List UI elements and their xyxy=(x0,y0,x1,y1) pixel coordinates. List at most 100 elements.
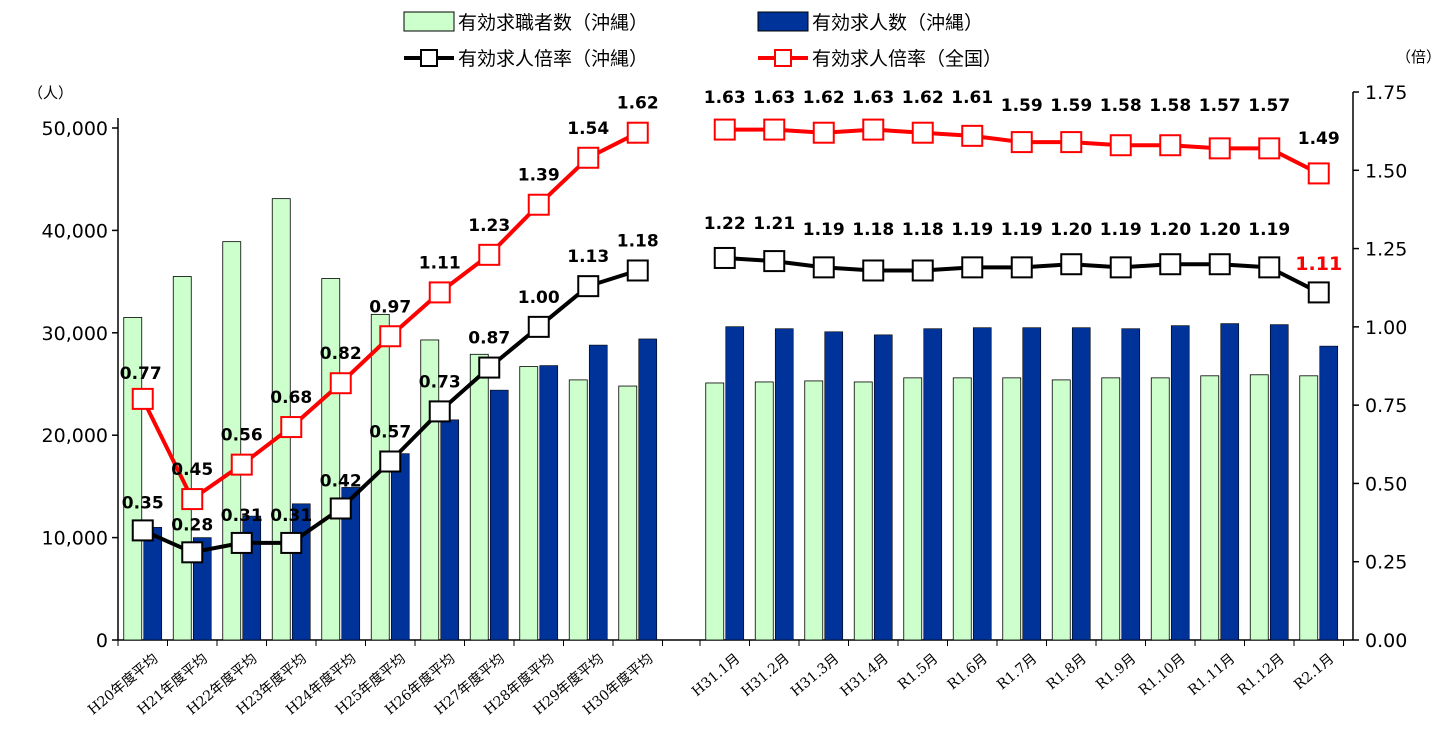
bar-seekers xyxy=(519,366,539,641)
bar-seekers xyxy=(1299,375,1319,641)
x-tick-label: R1.7月 xyxy=(994,651,1040,693)
right-tick-label: 1.00 xyxy=(1365,317,1407,339)
point-ratio-okinawa xyxy=(478,356,501,379)
right-tick-label: 1.75 xyxy=(1365,82,1407,104)
label-ratio-okinawa: 0.42 xyxy=(320,471,362,491)
point-ratio-okinawa xyxy=(1060,253,1083,276)
bar-seekers xyxy=(804,380,824,641)
left-tick-label: 0 xyxy=(96,630,108,652)
legend-label-openings: 有効求人数（沖縄） xyxy=(812,12,983,34)
point-ratio-okinawa xyxy=(1208,253,1231,276)
label-ratio-okinawa: 1.21 xyxy=(753,214,795,234)
point-ratio-okinawa xyxy=(961,256,984,279)
point-ratio-national xyxy=(329,372,352,395)
label-ratio-national: 1.58 xyxy=(1100,96,1142,116)
bar-openings xyxy=(489,389,509,641)
label-ratio-okinawa: 0.87 xyxy=(468,329,510,349)
point-ratio-okinawa xyxy=(280,531,303,554)
bars xyxy=(123,198,1339,641)
bar-openings xyxy=(539,365,559,641)
point-ratio-national xyxy=(1159,134,1182,157)
bar-openings xyxy=(143,527,163,641)
point-ratio-national xyxy=(181,488,204,511)
bar-openings xyxy=(774,328,794,641)
point-ratio-okinawa xyxy=(181,541,204,564)
bar-seekers xyxy=(1150,377,1170,641)
point-ratio-national xyxy=(862,118,885,141)
point-ratio-national xyxy=(713,118,736,141)
right-axis-unit: （倍） xyxy=(1396,48,1438,66)
x-tick-label: H31.4月 xyxy=(838,651,892,700)
point-ratio-okinawa xyxy=(577,275,600,298)
x-tick-label: H31.3月 xyxy=(788,651,842,700)
bar-seekers xyxy=(618,385,638,641)
point-ratio-national xyxy=(1307,162,1330,185)
x-tick-label: R1.5月 xyxy=(895,651,941,693)
point-ratio-national xyxy=(626,121,649,144)
label-ratio-national: 1.39 xyxy=(518,166,560,186)
bar-openings xyxy=(1071,327,1091,641)
point-ratio-national xyxy=(1109,134,1132,157)
point-ratio-national xyxy=(379,325,402,348)
label-ratio-national: 1.63 xyxy=(704,88,746,108)
point-ratio-national xyxy=(577,146,600,169)
bar-openings xyxy=(588,344,608,641)
point-ratio-national xyxy=(961,124,984,147)
legend-swatch-openings xyxy=(757,11,809,32)
bar-openings xyxy=(1220,323,1240,641)
right-tick-label: 0.25 xyxy=(1365,552,1407,574)
label-ratio-national: 1.11 xyxy=(419,253,461,273)
x-tick-label: H31.1月 xyxy=(689,651,743,700)
bar-openings xyxy=(923,328,943,641)
point-ratio-okinawa xyxy=(911,259,934,282)
label-ratio-okinawa: 1.19 xyxy=(1248,220,1290,240)
point-ratio-okinawa xyxy=(1109,256,1132,279)
x-tick-label: R1.6月 xyxy=(945,651,991,693)
label-ratio-national: 0.68 xyxy=(270,388,312,408)
right-tick-label: 0.75 xyxy=(1365,395,1407,417)
label-ratio-okinawa: 1.22 xyxy=(704,214,746,234)
ratio-lines xyxy=(131,118,1330,564)
point-ratio-national xyxy=(428,281,451,304)
data-labels: 0.77 0.45 0.56 0.68 0.82 0.97 1.11 1.23 1.39 1.54… xyxy=(120,88,1342,535)
x-tick-label: R1.8月 xyxy=(1044,651,1090,693)
label-ratio-okinawa: 0.31 xyxy=(270,506,312,526)
point-ratio-national xyxy=(131,387,154,410)
point-ratio-national xyxy=(1060,131,1083,154)
right-tick-label: 1.50 xyxy=(1365,160,1407,182)
legend-label-ratio-national: 有効求人倍率（全国） xyxy=(812,48,1002,70)
point-ratio-national xyxy=(230,453,253,476)
bar-openings xyxy=(873,334,893,641)
label-ratio-national: 1.59 xyxy=(1001,96,1043,116)
right-tick-label: 0.50 xyxy=(1365,473,1407,495)
bar-openings xyxy=(1269,324,1289,641)
point-ratio-okinawa xyxy=(230,531,253,554)
bar-seekers xyxy=(1200,375,1220,641)
left-tick-label: 40,000 xyxy=(42,220,108,242)
label-ratio-national: 1.62 xyxy=(617,94,659,114)
label-ratio-okinawa: 1.19 xyxy=(1100,220,1142,240)
legend-marker-ratio-national xyxy=(774,49,792,67)
label-ratio-national: 1.58 xyxy=(1149,96,1191,116)
point-ratio-okinawa xyxy=(329,497,352,520)
bar-seekers xyxy=(1249,374,1269,641)
x-tick-label: R1.12月 xyxy=(1235,651,1288,699)
left-tick-label: 10,000 xyxy=(42,528,108,550)
x-tick-label: R1.11月 xyxy=(1185,651,1238,699)
x-tick-label: R1.10月 xyxy=(1136,651,1189,699)
point-ratio-okinawa xyxy=(379,450,402,473)
point-ratio-national xyxy=(812,121,835,144)
bar-openings xyxy=(440,419,460,641)
point-ratio-national xyxy=(478,243,501,266)
bar-openings xyxy=(390,453,410,641)
point-ratio-okinawa xyxy=(713,246,736,269)
point-ratio-national xyxy=(1258,137,1281,160)
point-ratio-national xyxy=(1010,131,1033,154)
label-ratio-okinawa: 1.13 xyxy=(567,247,609,267)
bar-openings xyxy=(725,326,745,641)
label-ratio-national: 0.77 xyxy=(120,364,162,384)
label-ratio-national: 1.62 xyxy=(803,88,845,108)
label-ratio-okinawa: 1.00 xyxy=(518,288,560,308)
label-ratio-national: 1.59 xyxy=(1050,96,1092,116)
